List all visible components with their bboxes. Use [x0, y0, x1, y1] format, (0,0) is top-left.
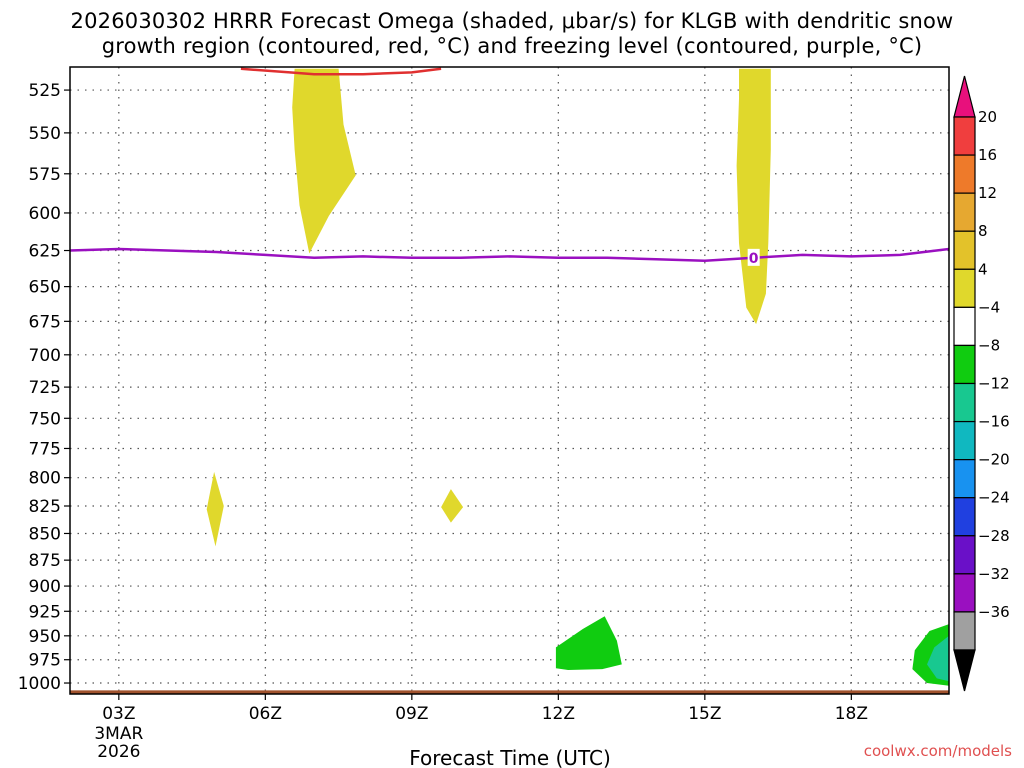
omega-region	[206, 471, 224, 547]
y-tick-label: 950	[29, 627, 61, 647]
y-tick-label: 875	[29, 551, 61, 571]
y-tick-label: 725	[29, 378, 61, 398]
y-tick-label: 575	[29, 165, 61, 185]
y-tick-label: 1000	[18, 674, 61, 694]
colorbar-label: 12	[978, 184, 997, 202]
colorbar-bin	[953, 344, 976, 385]
colorbar-bin	[953, 306, 976, 347]
colorbar-label: −20	[978, 451, 1010, 469]
credit-link[interactable]: coolwx.com/models	[863, 742, 1012, 760]
y-tick-label: 925	[29, 602, 61, 622]
omega-region	[441, 489, 464, 523]
y-tick-label: 550	[29, 124, 61, 144]
y-tick-label: 525	[29, 81, 61, 101]
colorbar-over-arrow	[953, 75, 976, 118]
y-tick-label: 650	[29, 278, 61, 298]
colorbar-label: 8	[978, 222, 988, 240]
colorbar-bin	[953, 382, 976, 423]
y-tick-label: 975	[29, 651, 61, 671]
colorbar-bin	[953, 268, 976, 308]
x-tick-sublabel: 2026	[97, 742, 140, 762]
y-tick-label: 625	[29, 242, 61, 262]
y-tick-label: 700	[29, 346, 61, 366]
freezing-level-label: 0	[749, 251, 759, 267]
omega-region	[736, 68, 771, 325]
freezing-level-contour	[70, 247, 949, 263]
x-tick-label: 12Z	[542, 704, 575, 724]
colorbar-bin	[953, 192, 976, 232]
colorbar-label: −28	[978, 527, 1010, 545]
contour-label-bg	[747, 248, 760, 266]
colorbar-bin	[953, 420, 976, 461]
colorbar-bin	[953, 573, 976, 613]
omega-shading-layer	[206, 68, 949, 686]
colorbar-label: −8	[978, 336, 1000, 354]
x-tick-label: 15Z	[688, 704, 721, 724]
colorbar-label: −4	[978, 298, 1000, 316]
x-tick-label: 18Z	[835, 704, 868, 724]
colorbar-under-arrow	[953, 649, 976, 692]
colorbar-bin	[953, 154, 976, 194]
omega-region	[927, 635, 949, 682]
colorbar-label: 4	[978, 260, 988, 278]
chart-title-line-2: growth region (contoured, red, °C) and f…	[101, 34, 923, 58]
grid-layer	[70, 67, 949, 694]
plot-frame	[69, 66, 950, 695]
colorbar-bin	[953, 611, 976, 651]
colorbar-label: −36	[978, 603, 1010, 621]
x-tick-label: 09Z	[395, 704, 428, 724]
dendritic-growth-contour	[240, 67, 442, 76]
colorbar-bin	[953, 116, 976, 156]
colorbar-label: −32	[978, 565, 1010, 583]
x-tick-label: 03Z	[102, 704, 135, 724]
colorbar-label: −12	[978, 375, 1010, 393]
x-tick-sublabel: 3MAR	[94, 724, 143, 744]
y-tick-label: 775	[29, 439, 61, 459]
colorbar-bin	[953, 535, 976, 575]
colorbar-bin	[953, 497, 976, 537]
x-axis-label: Forecast Time (UTC)	[409, 746, 611, 768]
y-axis: 525 550 575 600 625 650 675 700 725 750 775 800 825 8…	[18, 81, 70, 694]
colorbar-label: 20	[978, 108, 997, 126]
surface-terrain	[70, 690, 949, 694]
omega-region	[292, 68, 356, 254]
y-tick-label: 750	[29, 409, 61, 429]
colorbar-label: −24	[978, 489, 1010, 507]
omega-region	[555, 616, 622, 670]
colorbar-label: 16	[978, 146, 997, 164]
colorbar: 20 16 12 8 4 −4 −8 −12 −16 −20 −24 −28 −32 −36	[953, 75, 1010, 692]
y-tick-label: 850	[29, 524, 61, 544]
colorbar-bin	[953, 459, 976, 499]
y-tick-label: 675	[29, 312, 61, 332]
x-tick-label: 06Z	[249, 704, 282, 724]
y-tick-label: 800	[29, 469, 61, 489]
y-tick-label: 900	[29, 577, 61, 597]
contour-layer: 0	[70, 67, 949, 694]
chart-title-line-1: 2026030302 HRRR Forecast Omega (shaded, …	[70, 9, 954, 33]
y-tick-label: 600	[29, 204, 61, 224]
y-tick-label: 825	[29, 497, 61, 517]
colorbar-label: −16	[978, 413, 1010, 431]
colorbar-bin	[953, 230, 976, 270]
